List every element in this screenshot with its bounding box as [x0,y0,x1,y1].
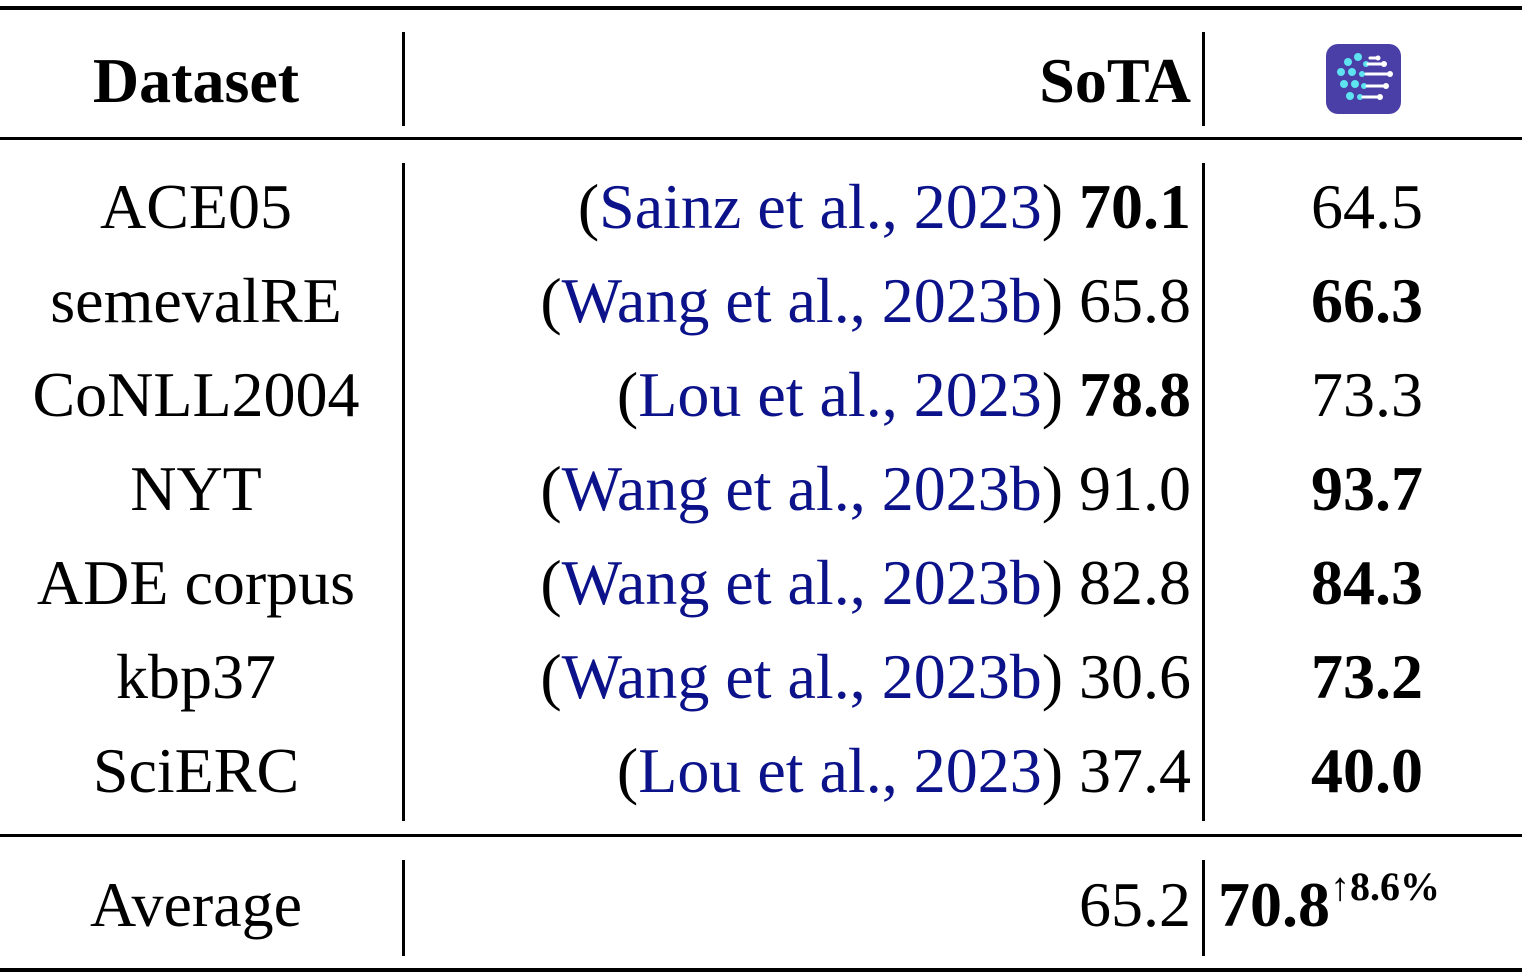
sota-cell: (Wang et al., 2023b) 82.8 [400,536,1191,630]
open-paren: ( [540,453,562,524]
citation-link[interactable]: Wang et al., 2023b [561,453,1042,524]
open-paren: ( [616,359,639,430]
open-paren: ( [540,547,562,618]
sota-cell: (Wang et al., 2023b) 30.6 [400,630,1191,724]
close-paren: ) [1041,547,1079,618]
close-paren: ) [1041,641,1079,712]
bottom-rule [0,968,1522,972]
header-rule [0,137,1522,140]
citation-link[interactable]: Sainz et al., 2023 [599,171,1042,242]
sota-cell: (Wang et al., 2023b) 91.0 [400,442,1191,536]
average-separator-left [402,860,405,956]
citation-link[interactable]: Wang et al., 2023b [561,547,1042,618]
ours-value: 93.7 [1311,453,1423,524]
sota-value: 82.8 [1079,547,1191,618]
close-paren: ) [1041,453,1079,524]
sota-cell: (Lou et al., 2023) 78.8 [400,348,1191,442]
average-rule [0,834,1522,837]
open-paren: ( [577,171,600,242]
ours-value: 84.3 [1311,547,1423,618]
average-label: Average [90,869,302,940]
open-paren: ( [616,735,639,806]
close-paren: ) [1041,265,1079,336]
dataset-name: semevalRE [50,265,342,336]
sota-value: 78.8 [1079,359,1191,430]
header-sota: SoTA [1039,45,1191,116]
brain-circuit-logo-icon [1326,44,1401,114]
close-paren: ) [1041,171,1079,242]
header-dataset: Dataset [92,45,300,116]
dataset-name: kbp37 [116,641,276,712]
close-paren: ) [1041,359,1079,430]
dataset-name: NYT [130,453,262,524]
ours-value: 73.2 [1311,641,1423,712]
citation-link[interactable]: Lou et al., 2023 [638,359,1042,430]
average-separator-right [1202,860,1205,956]
dataset-name: ACE05 [100,171,292,242]
ours-value: 64.5 [1311,171,1423,242]
ours-value: 73.3 [1311,359,1423,430]
average-ours-cell: 70.8↑8.6% [1218,858,1522,952]
dataset-name: SciERC [92,735,300,806]
open-paren: ( [540,641,562,712]
close-paren: ) [1041,735,1079,806]
body-separator-left [402,163,405,821]
average-gain: ↑8.6% [1330,864,1440,909]
sota-cell: (Sainz et al., 2023) 70.1 [400,160,1191,254]
citation-link[interactable]: Wang et al., 2023b [561,265,1042,336]
sota-value: 65.8 [1079,265,1191,336]
citation-link[interactable]: Lou et al., 2023 [638,735,1042,806]
header-separator-right [1202,32,1205,126]
sota-value: 91.0 [1079,453,1191,524]
sota-cell: (Lou et al., 2023) 37.4 [400,724,1191,818]
sota-value: 70.1 [1079,171,1191,242]
dataset-name: CoNLL2004 [32,359,360,430]
ours-value: 66.3 [1311,265,1423,336]
open-paren: ( [540,265,562,336]
sota-cell: (Wang et al., 2023b) 65.8 [400,254,1191,348]
sota-value: 37.4 [1079,735,1191,806]
body-separator-right [1202,163,1205,821]
top-rule [0,6,1522,10]
average-sota: 65.2 [1079,869,1191,940]
sota-value: 30.6 [1079,641,1191,712]
header-separator-left [402,32,405,126]
dataset-name: ADE corpus [36,547,356,618]
ours-value: 40.0 [1311,735,1423,806]
average-ours: 70.8 [1218,869,1330,940]
citation-link[interactable]: Wang et al., 2023b [561,641,1042,712]
